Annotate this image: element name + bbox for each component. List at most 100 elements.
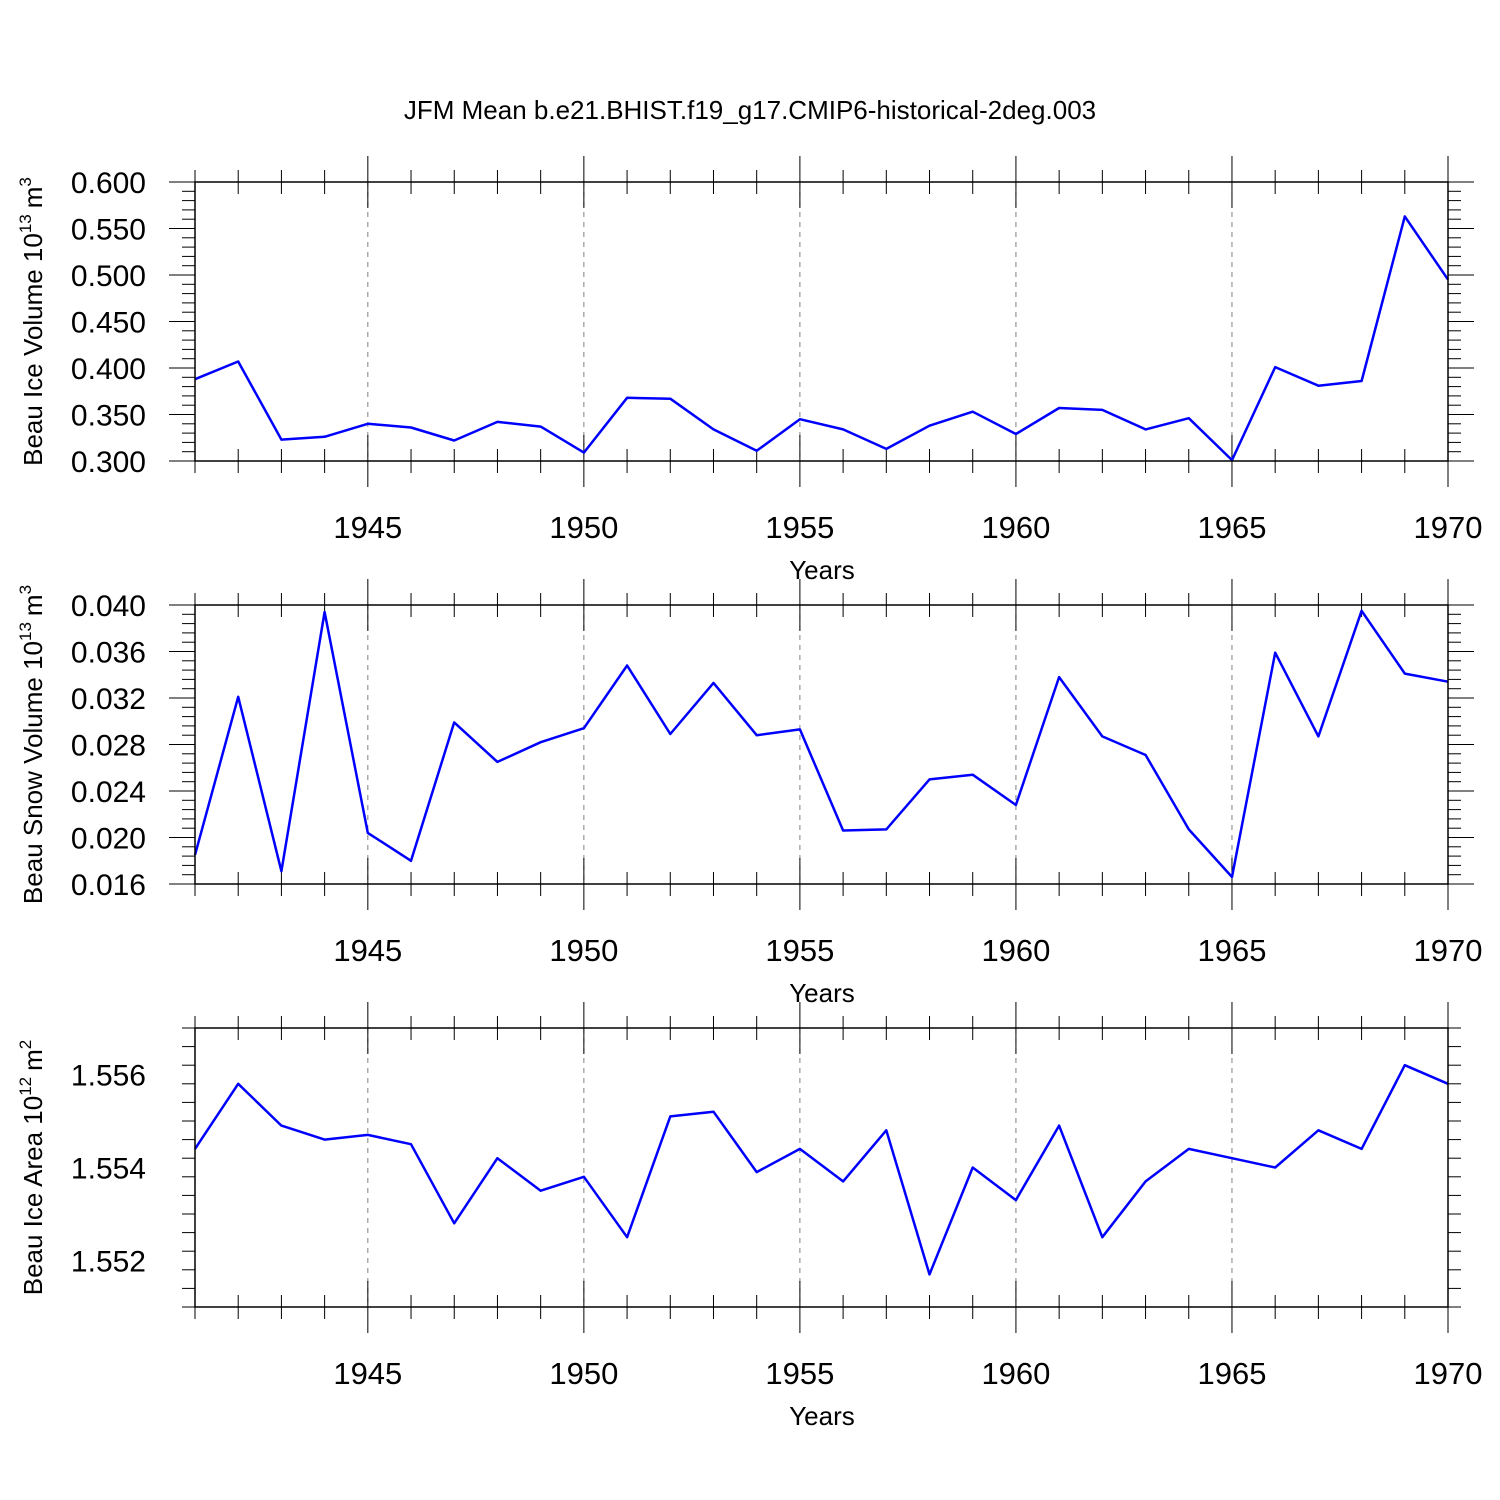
- data-point: [539, 1189, 543, 1193]
- data-point: [841, 829, 845, 833]
- data-point: [1273, 1166, 1277, 1170]
- data-point: [366, 1133, 370, 1137]
- data-point: [366, 831, 370, 835]
- data-point: [798, 417, 802, 421]
- data-point: [1187, 1147, 1191, 1151]
- y-axis-label-unit: m: [18, 1049, 48, 1071]
- data-point: [1187, 416, 1191, 420]
- x-tick-label: 1950: [549, 933, 618, 968]
- data-point: [711, 681, 715, 685]
- data-point: [1014, 803, 1018, 807]
- y-tick-label: 0.024: [71, 776, 146, 809]
- y-axis-label-unit-exponent: 3: [16, 177, 35, 186]
- x-tick-label: 1960: [981, 933, 1050, 968]
- x-axis-label: Years: [789, 1401, 855, 1431]
- y-tick-label: 0.020: [71, 823, 146, 856]
- data-point: [971, 410, 975, 414]
- data-point: [452, 720, 456, 724]
- chart-panel-3: 1.552 1.554 1.556 1945 1950 1955 1960 1965 1970 Y…: [16, 1002, 1482, 1431]
- data-point: [798, 1147, 802, 1151]
- data-point: [1360, 609, 1364, 613]
- data-point: [323, 435, 327, 439]
- data-point: [1057, 406, 1061, 410]
- x-tick-label: 1955: [765, 933, 834, 968]
- data-point: [323, 1138, 327, 1142]
- data-point: [884, 1128, 888, 1132]
- y-axis-label: Beau Ice Area 1012 m2: [16, 1040, 48, 1296]
- x-tick-label: 1965: [1197, 933, 1266, 968]
- data-point: [409, 426, 413, 430]
- y-tick-label: 0.016: [71, 869, 146, 902]
- data-point: [1057, 1124, 1061, 1128]
- data-point: [1014, 432, 1018, 436]
- data-point: [625, 1235, 629, 1239]
- x-tick-label: 1945: [333, 1356, 402, 1391]
- data-point: [279, 869, 283, 873]
- x-tick-label: 1960: [981, 1356, 1050, 1391]
- data-point: [928, 424, 932, 428]
- y-axis-label-text: Beau Ice Volume 10: [18, 233, 48, 466]
- data-point: [1230, 875, 1234, 879]
- x-tick-label: 1945: [333, 510, 402, 545]
- data-point: [755, 733, 759, 737]
- figure-title: JFM Mean b.e21.BHIST.f19_g17.CMIP6-histo…: [404, 95, 1096, 125]
- series-line: [193, 1063, 1449, 1276]
- data-point: [1360, 1147, 1364, 1151]
- data-point: [1230, 1156, 1234, 1160]
- data-point: [1144, 753, 1148, 757]
- y-tick-label: 0.500: [71, 260, 146, 293]
- data-point: [928, 777, 932, 781]
- y-tick-label: 0.300: [71, 446, 146, 479]
- data-point: [884, 827, 888, 831]
- data-point: [755, 1170, 759, 1174]
- data-point: [495, 760, 499, 764]
- data-point: [755, 449, 759, 453]
- x-tick-label: 1965: [1197, 1356, 1266, 1391]
- plot-frame: [194, 1027, 1449, 1308]
- data-point: [539, 425, 543, 429]
- data-point: [495, 1156, 499, 1160]
- plot-frame: [194, 181, 1449, 462]
- data-point: [1100, 734, 1104, 738]
- data-point: [236, 1082, 240, 1086]
- series-line: [193, 609, 1449, 879]
- data-point: [1403, 214, 1407, 218]
- y-tick-label: 0.600: [71, 167, 146, 200]
- y-axis-label-unit-exponent: 3: [16, 585, 35, 594]
- x-tick-label: 1965: [1197, 510, 1266, 545]
- data-point: [539, 740, 543, 744]
- data-point: [1316, 734, 1320, 738]
- data-point: [1014, 1198, 1018, 1202]
- y-axis-label-exponent: 12: [16, 1077, 35, 1096]
- x-axis-label: Years: [789, 978, 855, 1008]
- data-point: [971, 1166, 975, 1170]
- chart-panel-2: 0.016 0.020 0.024 0.028 0.032 0.036 0.040 1945 1…: [16, 579, 1482, 1008]
- data-point: [1100, 408, 1104, 412]
- data-point: [279, 438, 283, 442]
- y-axis-label-unit-exponent: 2: [16, 1040, 35, 1049]
- y-tick-label: 0.400: [71, 353, 146, 386]
- data-point: [971, 773, 975, 777]
- data-point: [841, 427, 845, 431]
- plot-frame: [194, 604, 1449, 885]
- data-point: [582, 1175, 586, 1179]
- data-point: [928, 1272, 932, 1276]
- chart-panel-1: 0.300 0.350 0.400 0.450 0.500 0.550 0.600 1945 1…: [16, 156, 1482, 585]
- data-point: [1403, 1063, 1407, 1067]
- y-axis-label-text: Beau Snow Volume 10: [18, 641, 48, 904]
- data-point: [409, 859, 413, 863]
- y-tick-label: 1.556: [71, 1060, 146, 1093]
- data-point: [279, 1124, 283, 1128]
- y-axis-label-exponent: 13: [16, 622, 35, 641]
- data-point: [1144, 427, 1148, 431]
- data-point: [1057, 675, 1061, 679]
- y-axis-label: Beau Snow Volume 1013 m3: [16, 585, 48, 904]
- data-point: [323, 610, 327, 614]
- x-tick-label: 1950: [549, 510, 618, 545]
- x-axis-label: Years: [789, 555, 855, 585]
- data-point: [452, 1221, 456, 1225]
- data-point: [582, 726, 586, 730]
- y-tick-label: 0.036: [71, 637, 146, 670]
